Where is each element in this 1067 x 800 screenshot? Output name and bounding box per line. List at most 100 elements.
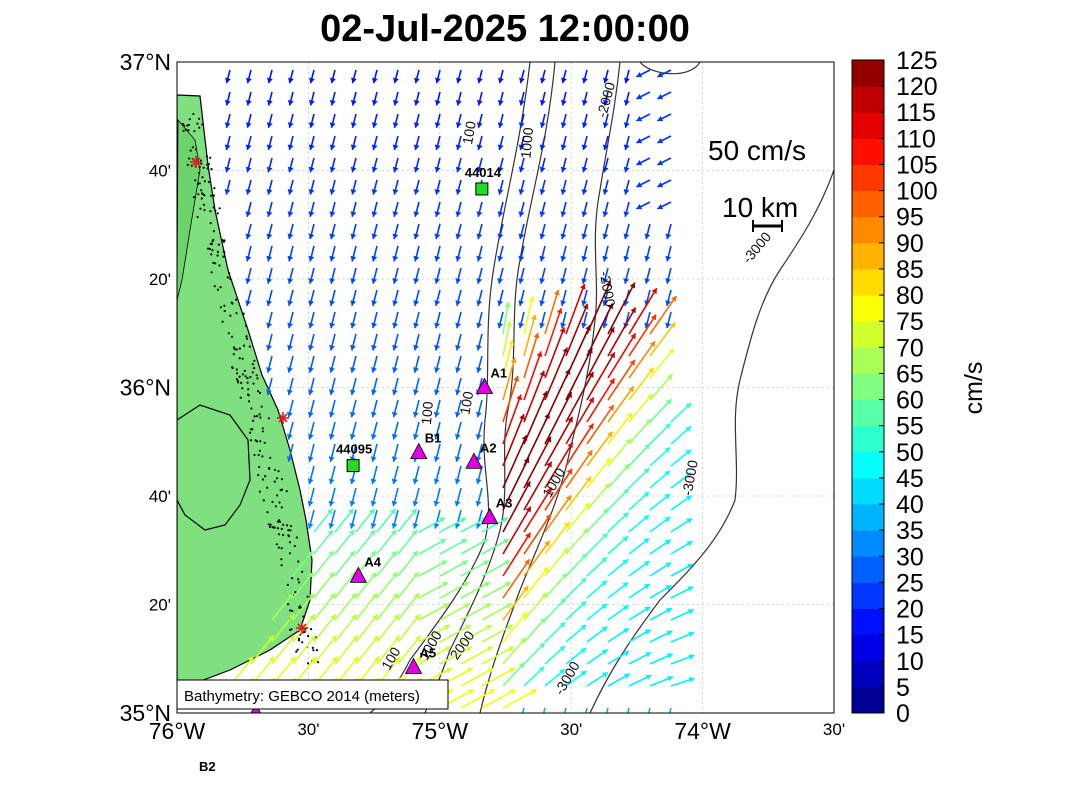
- current-vector: [523, 332, 540, 379]
- current-vector: [607, 581, 629, 599]
- current-vector: [307, 509, 315, 529]
- current-vector: [434, 289, 441, 307]
- coast-dot: [186, 163, 189, 166]
- current-vector: [455, 267, 462, 284]
- current-vector: [607, 558, 629, 577]
- current-vector: [266, 201, 273, 217]
- current-vector: [434, 377, 441, 396]
- coast-dot: [247, 388, 250, 391]
- current-vector: [628, 418, 652, 445]
- coast-dot: [254, 439, 257, 442]
- current-vector: [418, 624, 451, 643]
- current-vector: [287, 311, 294, 329]
- current-vector: [502, 375, 520, 423]
- current-vector: [544, 621, 566, 643]
- current-vector: [392, 91, 399, 106]
- current-vector: [292, 550, 314, 577]
- current-vector: [308, 245, 315, 262]
- coast-dot: [261, 430, 265, 433]
- site-marker: [465, 452, 483, 469]
- current-vector: [565, 396, 595, 445]
- current-vector: [628, 443, 651, 467]
- current-vector: [245, 135, 252, 151]
- coast-dot: [198, 117, 201, 120]
- coast-dot: [217, 243, 220, 246]
- coast-dot: [212, 194, 215, 197]
- station-a2: A2: [465, 440, 497, 469]
- current-vector: [413, 223, 420, 240]
- current-vector: [371, 113, 378, 128]
- current-vector: [544, 347, 568, 401]
- current-vector: [371, 311, 378, 329]
- coast-dot: [289, 529, 292, 532]
- colorbar-tick-label: 35: [896, 517, 924, 545]
- coast-dot: [315, 649, 318, 652]
- current-vector: [287, 179, 294, 195]
- current-vector: [602, 201, 609, 217]
- current-vector: [586, 280, 612, 335]
- coast-dot: [183, 124, 186, 127]
- coast-dot: [245, 335, 248, 338]
- contour-label: 100: [457, 390, 477, 416]
- current-vector: [539, 113, 546, 128]
- colorbar-tick-label: 70: [896, 334, 924, 362]
- current-vector: [308, 333, 315, 351]
- current-vector: [565, 600, 587, 621]
- current-vector: [565, 476, 592, 511]
- coast-dot: [193, 130, 196, 133]
- x-tick-label-minor: 30': [560, 720, 582, 739]
- current-vector: [497, 179, 504, 195]
- current-vector: [497, 135, 504, 151]
- coast-dot: [210, 168, 213, 171]
- current-vector: [565, 283, 586, 335]
- y-tick-label-minor: 20': [149, 596, 171, 615]
- current-vector: [636, 157, 651, 166]
- current-vector: [266, 179, 273, 195]
- current-vector: [397, 508, 418, 533]
- current-vector: [309, 69, 315, 84]
- coast-dot: [219, 286, 222, 289]
- coast-dot: [235, 368, 238, 371]
- current-vector: [586, 671, 609, 687]
- current-vector: [544, 547, 569, 577]
- current-vector: [628, 491, 650, 511]
- current-vector: [544, 468, 573, 511]
- current-vector: [433, 399, 441, 418]
- current-vector: [581, 179, 588, 195]
- current-vector: [502, 339, 515, 379]
- current-vector: [455, 377, 462, 396]
- coast-dot: [203, 194, 206, 197]
- colorbar-segment: [852, 425, 884, 453]
- current-vector: [565, 371, 595, 423]
- current-vector: [544, 391, 573, 445]
- colorbar-segment: [852, 504, 884, 531]
- current-vector: [371, 245, 378, 262]
- current-vector: [371, 135, 378, 151]
- current-vector: [628, 628, 652, 643]
- current-vector: [670, 654, 695, 665]
- current-vector: [376, 571, 399, 599]
- current-vector: [355, 571, 378, 599]
- current-vector: [481, 559, 511, 577]
- current-vector: [439, 645, 473, 665]
- coast-dot: [280, 564, 283, 567]
- current-vector: [371, 201, 378, 217]
- current-vector: [392, 113, 399, 128]
- current-vector: [475, 509, 483, 529]
- coast-dot: [196, 216, 199, 219]
- current-vector: [623, 245, 630, 262]
- coast-dot: [249, 439, 253, 442]
- current-vector: [434, 201, 441, 217]
- contour-label: -3000: [679, 459, 701, 497]
- current-vector: [481, 602, 513, 621]
- current-vector: [376, 635, 401, 665]
- current-vector: [497, 157, 504, 173]
- current-vector: [502, 481, 531, 533]
- current-vector: [350, 135, 357, 151]
- coast-dot: [216, 250, 219, 253]
- current-vector: [329, 267, 336, 284]
- colorbar-tick-label: 10: [896, 648, 924, 676]
- current-vector: [329, 201, 336, 217]
- colorbar-tick-label: 25: [896, 569, 924, 597]
- current-vector: [602, 245, 609, 262]
